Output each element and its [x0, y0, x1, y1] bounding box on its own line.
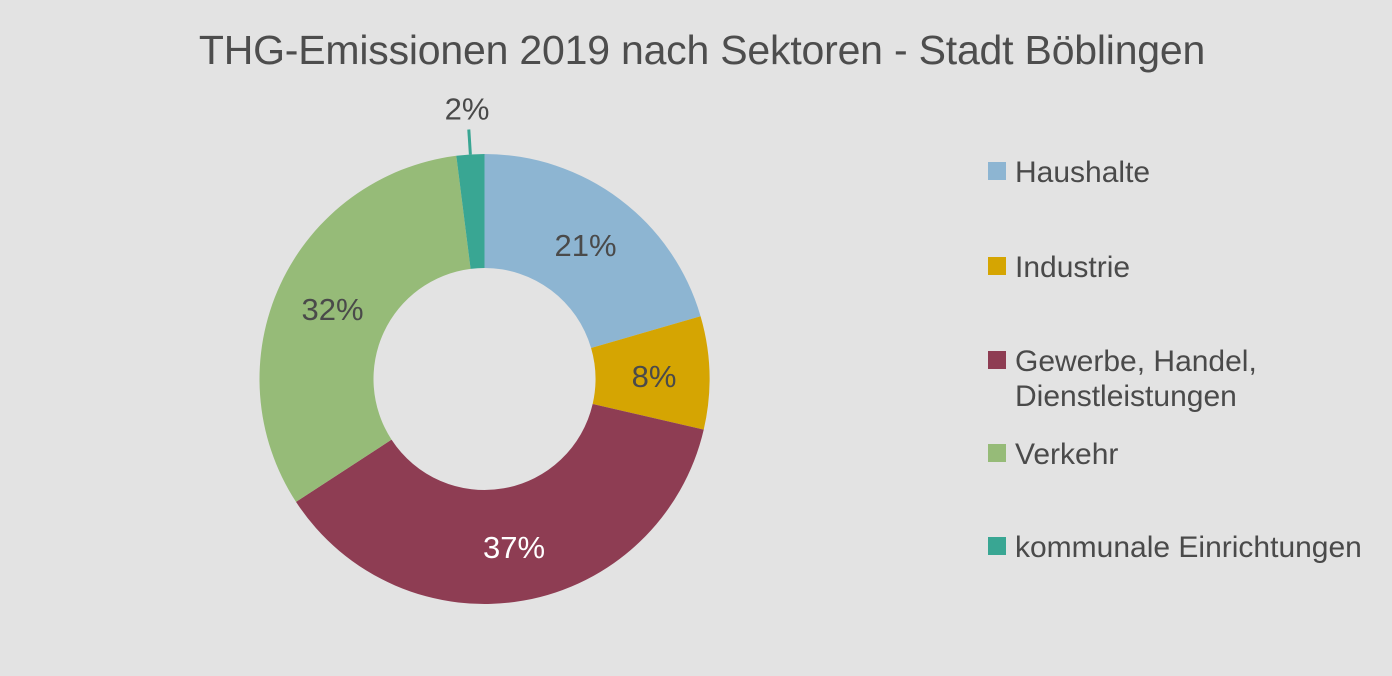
svg-text:2%: 2% — [445, 92, 490, 127]
svg-text:21%: 21% — [554, 228, 616, 263]
svg-text:37%: 37% — [483, 530, 545, 565]
svg-text:8%: 8% — [632, 359, 677, 394]
svg-text:32%: 32% — [301, 292, 363, 327]
